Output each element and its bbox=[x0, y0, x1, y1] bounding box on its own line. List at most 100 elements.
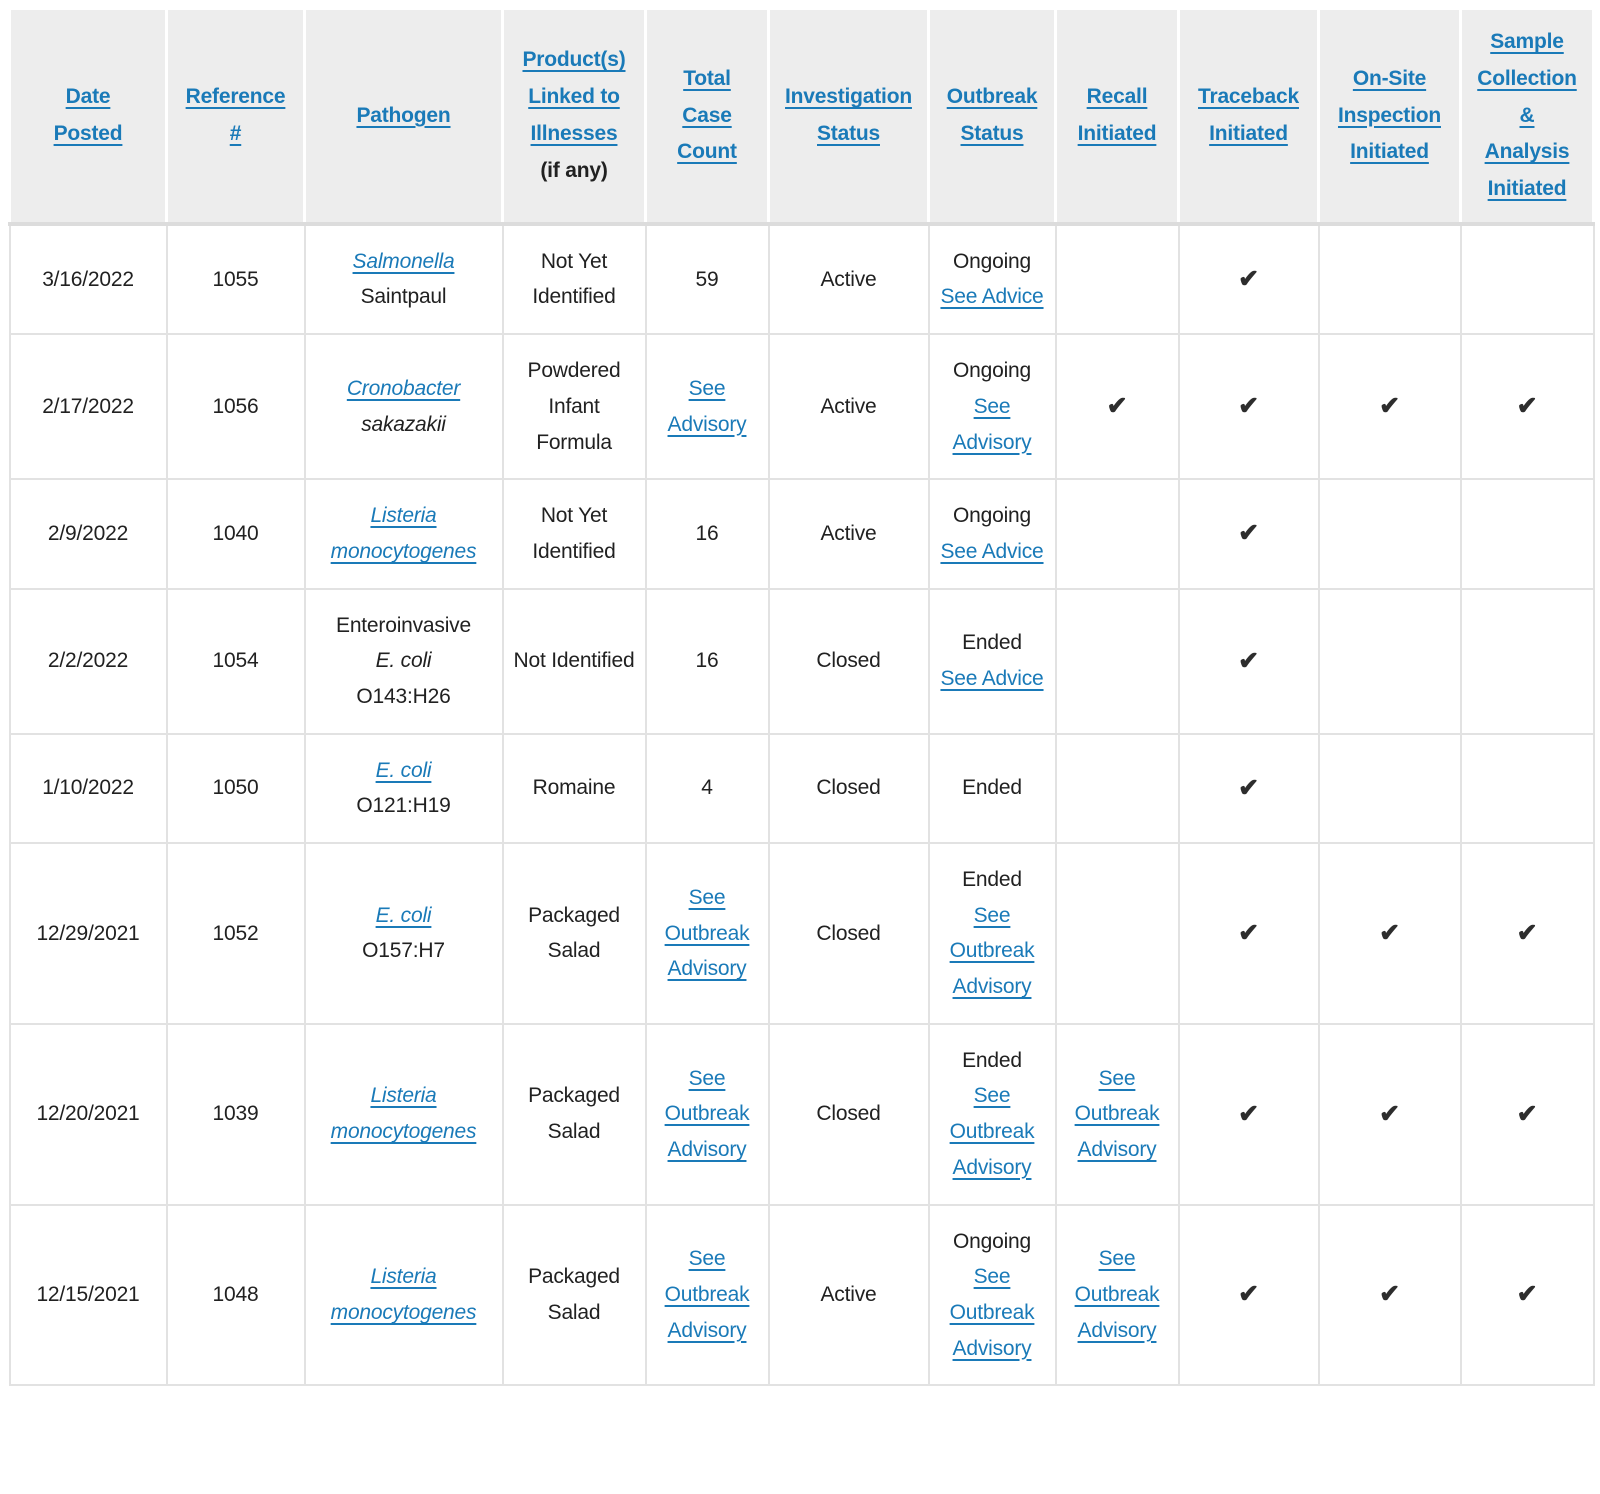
table-row: 3/16/2022 1055 Salmonella Saintpaul Not Yet … bbox=[8, 222, 1595, 336]
table-header-row: Date Posted Reference # Pathogen Product(s)… bbox=[8, 10, 1595, 226]
check-icon: ✔ bbox=[1379, 392, 1400, 421]
check-icon: ✔ bbox=[1238, 264, 1259, 293]
column-sort-link-date[interactable]: Date Posted bbox=[53, 85, 123, 145]
cell-onsite bbox=[1317, 587, 1462, 735]
cell-case_count: See Outbreak Advisory bbox=[644, 842, 770, 1025]
cell-pathogen: Listeria monocytogenes bbox=[303, 1203, 504, 1387]
cell-sample: ✔ bbox=[1459, 1022, 1595, 1206]
col-header-investigation: Investigation Status bbox=[767, 10, 930, 226]
column-sort-link-outbreak[interactable]: Outbreak Status bbox=[946, 85, 1038, 145]
cell-recall bbox=[1054, 587, 1180, 735]
cell-reference: 1054 bbox=[165, 587, 306, 735]
cell-onsite: ✔ bbox=[1317, 1022, 1462, 1206]
pathogen-link[interactable]: Listeria monocytogenes bbox=[330, 1265, 477, 1324]
advisory-link[interactable]: See Outbreak Advisory bbox=[949, 1084, 1035, 1179]
cell-text: Packaged Salad bbox=[528, 1084, 620, 1144]
check-icon: ✔ bbox=[1379, 1280, 1400, 1309]
column-sort-link-pathogen[interactable]: Pathogen bbox=[356, 103, 451, 127]
cell-text: 12/15/2021 bbox=[36, 1283, 140, 1307]
check-icon: ✔ bbox=[1516, 918, 1538, 947]
check-icon: ✔ bbox=[1238, 1099, 1259, 1128]
cell-text: Ended bbox=[962, 631, 1022, 655]
cell-text: Ended bbox=[962, 776, 1022, 800]
advisory-link[interactable]: See Advisory bbox=[667, 376, 747, 436]
cell-text: 1052 bbox=[212, 921, 259, 945]
cell-text: 1040 bbox=[212, 522, 259, 546]
cell-text: 1039 bbox=[212, 1102, 259, 1126]
cell-text: Closed bbox=[816, 776, 881, 800]
cell-onsite: ✔ bbox=[1317, 333, 1462, 481]
cell-text: Not Identified bbox=[513, 649, 635, 673]
cell-date: 2/17/2022 bbox=[8, 333, 168, 481]
check-icon: ✔ bbox=[1238, 392, 1259, 421]
cell-sample: ✔ bbox=[1459, 1203, 1595, 1387]
pathogen-link[interactable]: Salmonella bbox=[352, 249, 455, 273]
cell-text: Ongoing bbox=[953, 504, 1031, 528]
cell-text: Powdered Infant Formula bbox=[527, 359, 621, 454]
cell-text: 2/9/2022 bbox=[47, 522, 129, 546]
pathogen-link[interactable]: E. coli bbox=[375, 758, 432, 782]
column-sort-link-onsite[interactable]: On-Site Inspection Initiated bbox=[1337, 66, 1441, 164]
cell-pathogen: Salmonella Saintpaul bbox=[303, 222, 504, 336]
column-sort-link-investigation[interactable]: Investigation Status bbox=[785, 85, 912, 145]
pathogen-link[interactable]: Cronobacter bbox=[346, 376, 461, 400]
cell-text: O143:H26 bbox=[356, 684, 451, 708]
cell-reference: 1056 bbox=[165, 333, 306, 481]
cell-text: 12/29/2021 bbox=[36, 921, 140, 945]
advisory-link[interactable]: See Advisory bbox=[952, 394, 1032, 454]
advisory-link[interactable]: See Outbreak Advisory bbox=[949, 1265, 1035, 1360]
pathogen-link[interactable]: Listeria monocytogenes bbox=[330, 504, 477, 563]
col-header-case_count: Total Case Count bbox=[644, 10, 770, 226]
table-row: 12/20/2021 1039 Listeria monocytogenes Pack… bbox=[8, 1022, 1595, 1206]
check-icon: ✔ bbox=[1516, 1099, 1538, 1128]
advisory-link[interactable]: See Outbreak Advisory bbox=[664, 885, 750, 981]
cell-investigation: Closed bbox=[767, 1022, 930, 1206]
advisory-link[interactable]: See Outbreak Advisory bbox=[949, 903, 1035, 999]
col-header-reference: Reference # bbox=[165, 10, 306, 226]
cell-text: Ended bbox=[962, 868, 1022, 891]
cell-outbreak: Ongoing See Advice bbox=[927, 478, 1057, 590]
col-header-product: Product(s) Linked to Illnesses (if any) bbox=[501, 10, 647, 226]
advisory-link[interactable]: See Outbreak Advisory bbox=[1074, 1066, 1160, 1161]
cell-text: sakazakii bbox=[361, 412, 446, 436]
advisory-link[interactable]: See Outbreak Advisory bbox=[1074, 1247, 1160, 1342]
pathogen-link[interactable]: E. coli bbox=[375, 903, 432, 927]
column-sort-link-reference[interactable]: Reference # bbox=[185, 85, 286, 145]
cell-text: 2/17/2022 bbox=[42, 394, 134, 418]
advisory-link[interactable]: See Advice bbox=[940, 285, 1044, 309]
cell-onsite bbox=[1317, 478, 1462, 590]
cell-text: O121:H19 bbox=[356, 794, 451, 818]
advisory-link[interactable]: See Outbreak Advisory bbox=[664, 1247, 750, 1342]
cell-text: Active bbox=[820, 394, 877, 418]
cell-date: 1/10/2022 bbox=[8, 732, 168, 845]
cell-text: 3/16/2022 bbox=[42, 267, 134, 291]
cell-text: Closed bbox=[816, 921, 881, 945]
check-icon: ✔ bbox=[1238, 918, 1259, 947]
column-sort-link-sample[interactable]: Sample Collection & Analysis Initiated bbox=[1477, 30, 1577, 200]
table-row: 2/17/2022 1056 Cronobacter sakazakii Powdere… bbox=[8, 333, 1595, 481]
advisory-link[interactable]: See Advice bbox=[940, 667, 1044, 691]
cell-date: 3/16/2022 bbox=[8, 222, 168, 336]
column-sort-link-product[interactable]: Product(s) Linked to Illnesses bbox=[522, 48, 626, 145]
cell-outbreak: Ended See Outbreak Advisory bbox=[927, 1022, 1057, 1206]
cell-product: Romaine bbox=[501, 732, 647, 845]
cell-text: Active bbox=[820, 267, 877, 291]
advisory-link[interactable]: See Outbreak Advisory bbox=[664, 1066, 750, 1161]
cell-pathogen: Listeria monocytogenes bbox=[303, 478, 504, 590]
cell-sample bbox=[1459, 478, 1595, 590]
advisory-link[interactable]: See Advice bbox=[940, 539, 1044, 563]
pathogen-link[interactable]: Listeria monocytogenes bbox=[330, 1084, 477, 1144]
cell-sample bbox=[1459, 732, 1595, 845]
column-sort-link-traceback[interactable]: Traceback Initiated bbox=[1198, 85, 1299, 145]
cell-case_count: 16 bbox=[644, 587, 770, 735]
cell-pathogen: Listeria monocytogenes bbox=[303, 1022, 504, 1206]
cell-product: Not Yet Identified bbox=[501, 478, 647, 590]
cell-product: Powdered Infant Formula bbox=[501, 333, 647, 481]
cell-pathogen: E. coli O121:H19 bbox=[303, 732, 504, 845]
cell-reference: 1052 bbox=[165, 842, 306, 1025]
cell-date: 12/29/2021 bbox=[8, 842, 168, 1025]
outbreak-table-container: Date Posted Reference # Pathogen Product(s)… bbox=[8, 10, 1595, 1387]
column-sort-link-case_count[interactable]: Total Case Count bbox=[677, 66, 737, 164]
col-header-sample: Sample Collection & Analysis Initiated bbox=[1459, 10, 1595, 226]
column-sort-link-recall[interactable]: Recall Initiated bbox=[1077, 85, 1157, 145]
